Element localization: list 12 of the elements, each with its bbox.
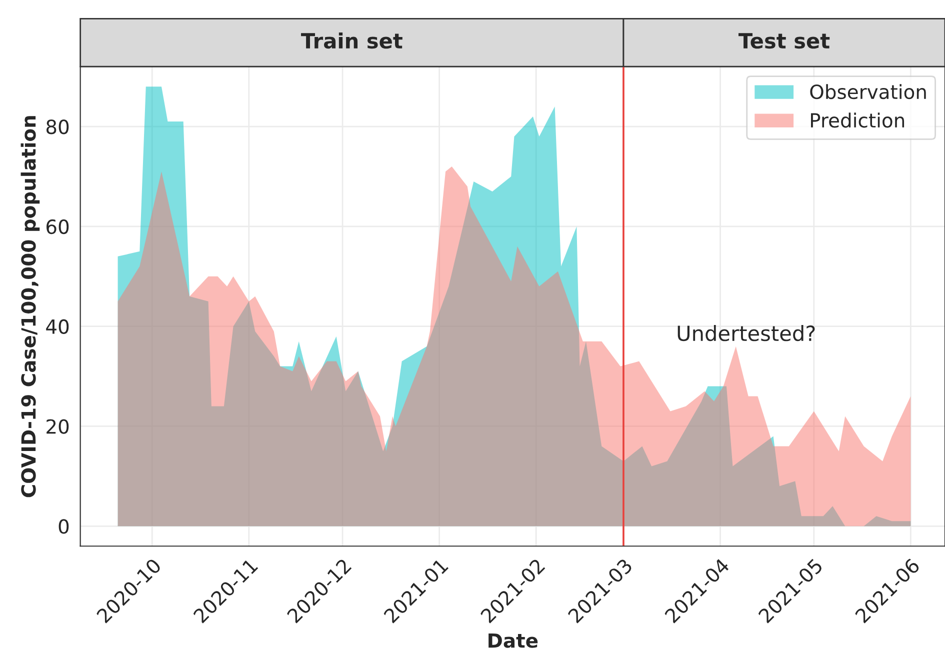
y-tick-label: 60 <box>46 219 69 234</box>
text: Train set <box>301 32 402 49</box>
y-axis-title: COVID-19 Case/100,000 population <box>20 116 40 498</box>
y-tick-label: 80 <box>46 119 69 134</box>
x-axis-title: Date <box>488 633 538 648</box>
y-tick-label: 0 <box>58 519 69 534</box>
legend-label: Prediction <box>811 112 904 128</box>
annotation: Undertested? <box>678 325 815 342</box>
text: Test set <box>738 33 830 49</box>
y-tick-label: 40 <box>46 319 69 334</box>
y-tick-label: 20 <box>46 419 69 434</box>
legend-label: Observation <box>810 84 926 100</box>
